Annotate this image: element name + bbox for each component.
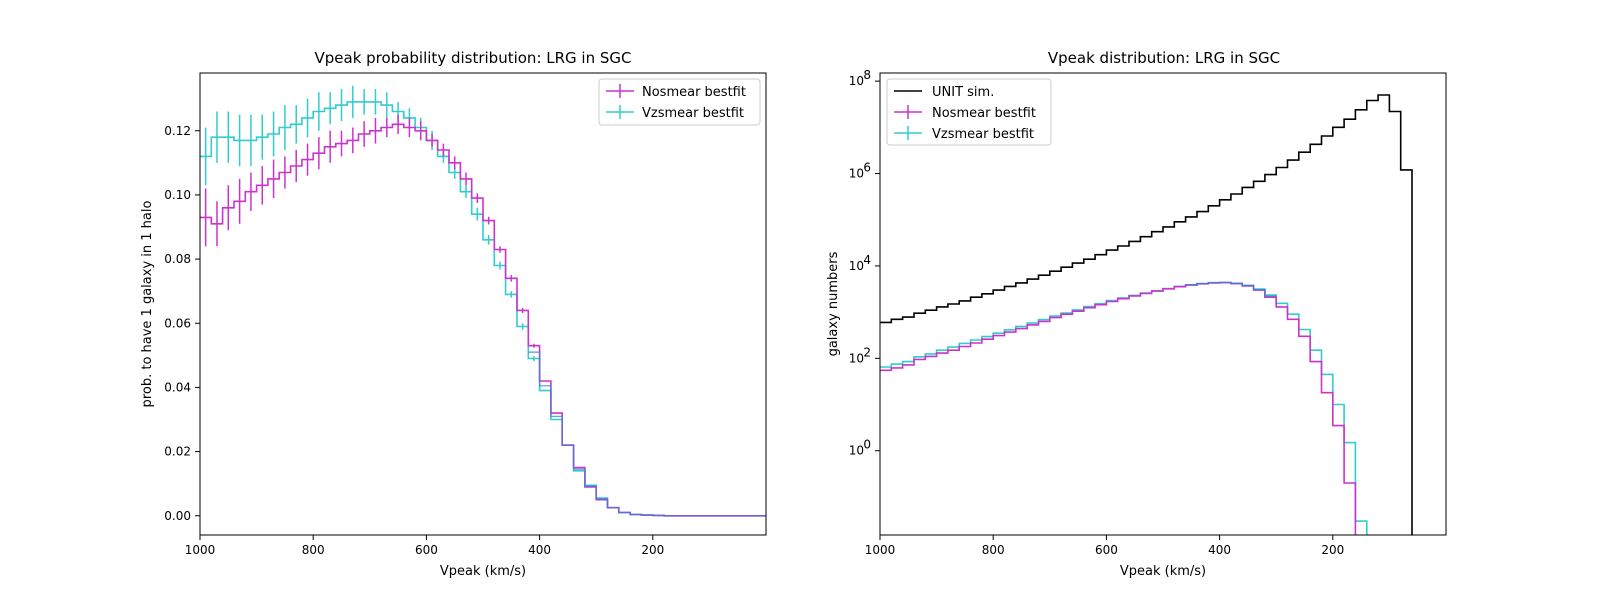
right-legend: UNIT sim. Nosmear bestfit Vzsmear bestfi… (886, 78, 1052, 146)
right-axes-frame (879, 72, 1447, 536)
right-legend-entry-nosmear: Nosmear bestfit (894, 105, 1036, 121)
y-tick-exponent: 2 (863, 345, 871, 359)
left-ticks: 1000 800 600 400 200 0.00 0.02 0.04 0.06 0.08 0.10… (164, 124, 664, 557)
right-legend-entry-vzsmear: Vzsmear bestfit (894, 126, 1034, 142)
x-tick-label: 400 (1208, 543, 1231, 557)
unit-sim-step-line (880, 94, 1413, 535)
left-legend-entry-nosmear: Nosmear bestfit (606, 84, 746, 100)
right-y-axis-label: galaxy numbers (826, 251, 841, 356)
x-tick-label: 600 (415, 543, 438, 557)
y-tick-exponent: 8 (863, 68, 871, 82)
y-tick-label: 0.00 (164, 509, 191, 523)
y-tick-label: 0.12 (164, 124, 191, 138)
overlap-step-line (528, 351, 766, 517)
left-x-axis-label: Vpeak (km/s) (440, 564, 526, 579)
y-tick-exponent: 0 (863, 438, 871, 452)
x-tick-label: 400 (528, 543, 551, 557)
x-tick-label: 600 (1095, 543, 1118, 557)
y-tick-label: 0.02 (164, 445, 191, 459)
right-legend-entry-unit: UNIT sim. (894, 85, 994, 100)
right-legend-label-nosmear: Nosmear bestfit (932, 106, 1036, 121)
left-plot-area (200, 85, 766, 517)
left-chart-title: Vpeak probability distribution: LRG in S… (315, 49, 632, 67)
y-tick-exponent: 6 (863, 161, 871, 175)
x-tick-label: 1000 (865, 543, 896, 557)
left-legend-box (598, 78, 761, 126)
right-legend-box (886, 78, 1052, 146)
right-legend-label-vzsmear: Vzsmear bestfit (932, 127, 1034, 142)
vzsmear-step-line (880, 281, 1368, 535)
y-tick-exponent: 4 (863, 253, 871, 267)
y-tick-label: 0.06 (164, 316, 191, 330)
y-tick-label: 10 (849, 351, 864, 365)
right-legend-label-unit: UNIT sim. (932, 85, 994, 100)
x-tick-label: 800 (302, 543, 325, 557)
y-tick-label: 10 (849, 167, 864, 181)
left-legend-label-nosmear: Nosmear bestfit (642, 85, 746, 100)
nosmear-step-line (880, 281, 1357, 535)
right-plot-area (880, 94, 1413, 535)
y-tick-label: 0.10 (164, 188, 191, 202)
overlap-step-line (1185, 282, 1277, 297)
y-tick-label: 0.04 (164, 380, 191, 394)
y-tick-label: 10 (849, 74, 864, 88)
left-y-axis-label: prob. to have 1 galaxy in 1 halo (140, 201, 155, 408)
right-chart: Vpeak distribution: LRG in SGC 1000 800 60… (826, 49, 1447, 579)
y-tick-label: 0.08 (164, 252, 191, 266)
x-tick-label: 800 (982, 543, 1005, 557)
right-chart-title: Vpeak distribution: LRG in SGC (1048, 49, 1280, 67)
left-legend-label-vzsmear: Vzsmear bestfit (642, 106, 744, 121)
left-legend: Nosmear bestfit Vzsmear bestfit (598, 78, 761, 126)
x-tick-label: 200 (641, 543, 664, 557)
x-tick-label: 200 (1321, 543, 1344, 557)
x-tick-label: 1000 (185, 543, 216, 557)
left-axes-frame (199, 72, 767, 536)
right-x-axis-label: Vpeak (km/s) (1120, 564, 1206, 579)
left-chart: Vpeak probability distribution: LRG in S… (140, 49, 767, 579)
y-tick-label: 10 (849, 259, 864, 273)
left-legend-entry-vzsmear: Vzsmear bestfit (606, 105, 744, 121)
y-tick-label: 10 (849, 444, 864, 458)
